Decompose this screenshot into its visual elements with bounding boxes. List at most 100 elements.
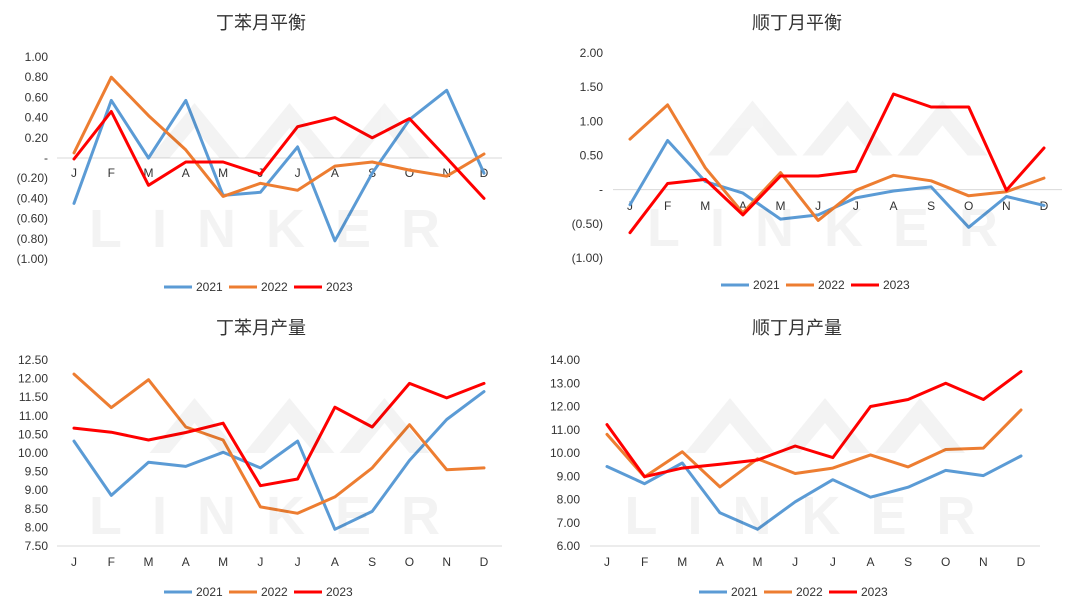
- y-tick-label: 1.00: [580, 114, 604, 128]
- x-tick-label: A: [331, 555, 339, 569]
- x-tick-label: S: [368, 555, 376, 569]
- chart-title: 丁苯月平衡: [216, 13, 306, 34]
- y-tick-label: -: [599, 183, 603, 197]
- series-line-2022: [72, 75, 486, 198]
- y-tick-label: 7.50: [25, 539, 49, 553]
- watermark-logo-icon: [339, 103, 430, 158]
- y-tick-label: (1.00): [572, 251, 603, 265]
- series-line-2022: [72, 372, 486, 515]
- x-tick-label: N: [442, 555, 451, 569]
- watermark-logo-icon: [685, 398, 775, 453]
- x-tick-label: A: [866, 555, 874, 569]
- y-tick-label: (0.80): [17, 232, 48, 246]
- chart-panel-2: 顺丁月平衡 2.00 1.50 1.00 0.50 - (0.50) (1.00) J F M A M J…: [572, 13, 1062, 292]
- legend: 2021 2022 2023: [164, 585, 353, 599]
- chart-title: 顺丁月产量: [752, 318, 842, 339]
- legend-label-2023: 2023: [883, 278, 910, 292]
- series-line-2022: [628, 103, 1046, 222]
- x-tick-label: J: [257, 555, 263, 569]
- x-tick-label: O: [941, 555, 950, 569]
- y-tick-label: 1.00: [25, 50, 49, 64]
- y-tick-label: 0.50: [580, 149, 604, 163]
- y-tick-label: (0.40): [17, 191, 48, 205]
- x-tick-label: J: [295, 166, 301, 180]
- x-tick-label: A: [331, 166, 339, 180]
- y-tick-label: 11.00: [19, 409, 48, 423]
- watermark-logo-icon: [339, 398, 430, 453]
- x-tick-label: J: [792, 555, 798, 569]
- legend-label-2022: 2022: [261, 280, 288, 294]
- watermark-text: LINKER: [647, 198, 1028, 258]
- x-tick-label: A: [889, 199, 897, 213]
- series-line-2022: [605, 408, 1023, 489]
- y-tick-label: (0.20): [17, 171, 48, 185]
- watermark-logo-icon: [149, 398, 240, 453]
- x-tick-label: M: [700, 199, 710, 213]
- x-tick-label: F: [664, 199, 671, 213]
- chart-title: 顺丁月平衡: [752, 13, 842, 34]
- series-line-2023: [72, 110, 486, 200]
- legend: 2021 2022 2023: [164, 280, 353, 294]
- y-tick-label: 11.50: [19, 390, 48, 404]
- watermark-logo-icon: [780, 398, 870, 453]
- x-tick-label: J: [295, 555, 301, 569]
- y-tick-label: 6.00: [557, 539, 581, 553]
- legend-label-2021: 2021: [196, 280, 223, 294]
- x-tick-label: A: [182, 555, 190, 569]
- x-tick-label: J: [853, 199, 859, 213]
- x-tick-label: J: [71, 166, 77, 180]
- watermark-logo-icon: [707, 100, 798, 156]
- x-tick-label: A: [182, 166, 190, 180]
- y-tick-label: 0.60: [25, 90, 49, 104]
- y-tick-label: 12.00: [550, 400, 580, 414]
- y-tick-label: 0.40: [25, 111, 49, 125]
- watermark-logo-icon: [244, 103, 335, 158]
- watermark: LINKER: [89, 103, 470, 259]
- watermark-logo-icon: [875, 398, 965, 453]
- watermark-text: LINKER: [89, 486, 470, 546]
- x-tick-label: M: [144, 166, 154, 180]
- series-line-2021: [72, 390, 486, 531]
- legend-label-2021: 2021: [731, 585, 758, 599]
- y-tick-label: 10.00: [18, 446, 48, 460]
- y-tick-label: -: [44, 151, 48, 165]
- x-tick-label: D: [1017, 555, 1026, 569]
- x-tick-label: M: [753, 555, 763, 569]
- x-tick-label: N: [979, 555, 988, 569]
- y-tick-label: 9.00: [557, 469, 581, 483]
- x-tick-label: O: [964, 199, 973, 213]
- x-tick-label: A: [716, 555, 724, 569]
- x-tick-label: M: [218, 166, 228, 180]
- watermark: LINKER: [89, 398, 470, 546]
- y-tick-label: 7.00: [557, 516, 581, 530]
- legend: 2021 2022 2023: [721, 278, 910, 292]
- x-tick-label: F: [108, 166, 115, 180]
- watermark-text: LINKER: [89, 199, 470, 259]
- y-tick-label: 13.00: [550, 376, 580, 390]
- x-tick-label: D: [480, 555, 489, 569]
- x-tick-label: J: [604, 555, 610, 569]
- y-tick-label: 12.00: [18, 372, 48, 386]
- watermark-text: LINKER: [625, 486, 1006, 546]
- series-line-2023: [605, 370, 1023, 479]
- watermark-logo-icon: [802, 100, 893, 156]
- x-tick-label: M: [144, 555, 154, 569]
- x-tick-label: F: [641, 555, 648, 569]
- x-tick-label: F: [108, 555, 115, 569]
- watermark: LINKER: [647, 100, 1028, 258]
- x-tick-label: M: [677, 555, 687, 569]
- legend-label-2022: 2022: [796, 585, 823, 599]
- y-tick-label: 0.80: [25, 70, 49, 84]
- y-tick-label: 12.50: [18, 353, 48, 367]
- y-tick-label: 9.50: [25, 465, 49, 479]
- y-tick-label: 8.00: [25, 520, 49, 534]
- x-tick-label: A: [739, 199, 747, 213]
- x-tick-label: S: [927, 199, 935, 213]
- x-tick-label: M: [218, 555, 228, 569]
- y-tick-label: (0.50): [572, 217, 603, 231]
- legend: 2021 2022 2023: [699, 585, 888, 599]
- watermark-logo-icon: [897, 100, 988, 156]
- legend-label-2021: 2021: [196, 585, 223, 599]
- chart-title: 丁苯月产量: [216, 318, 306, 339]
